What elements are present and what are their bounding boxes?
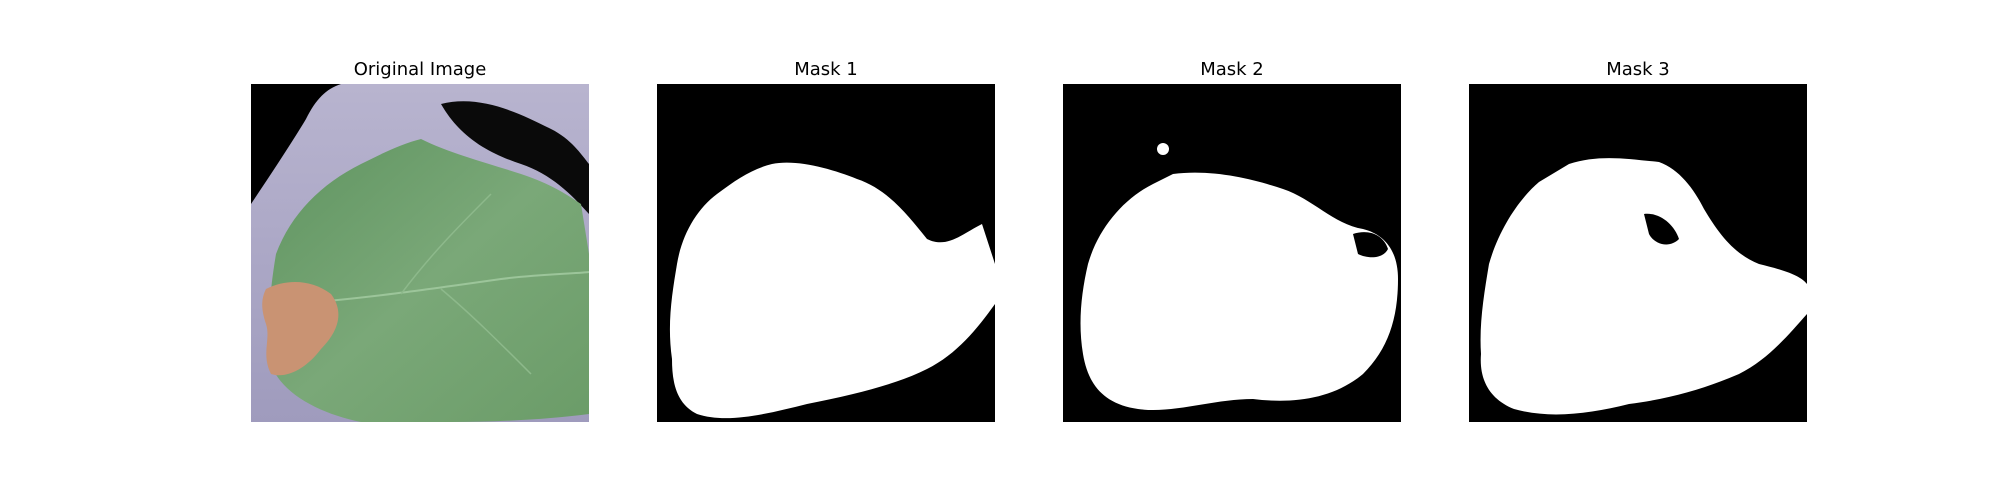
original-leaf-image — [251, 84, 589, 422]
panel-mask-2: Mask 2 — [1063, 0, 1401, 500]
mask-1-image — [657, 84, 995, 422]
panel-mask-3: Mask 3 — [1469, 0, 1807, 500]
panel-original-image: Original Image — [251, 0, 589, 500]
mask-3-image — [1469, 84, 1807, 422]
panel-title: Original Image — [353, 59, 487, 80]
panel-title: Mask 2 — [1200, 59, 1264, 80]
panel-mask-1: Mask 1 — [657, 0, 995, 500]
panel-title: Mask 1 — [794, 59, 858, 80]
mask-2-image — [1063, 84, 1401, 422]
panel-title: Mask 3 — [1606, 59, 1670, 80]
